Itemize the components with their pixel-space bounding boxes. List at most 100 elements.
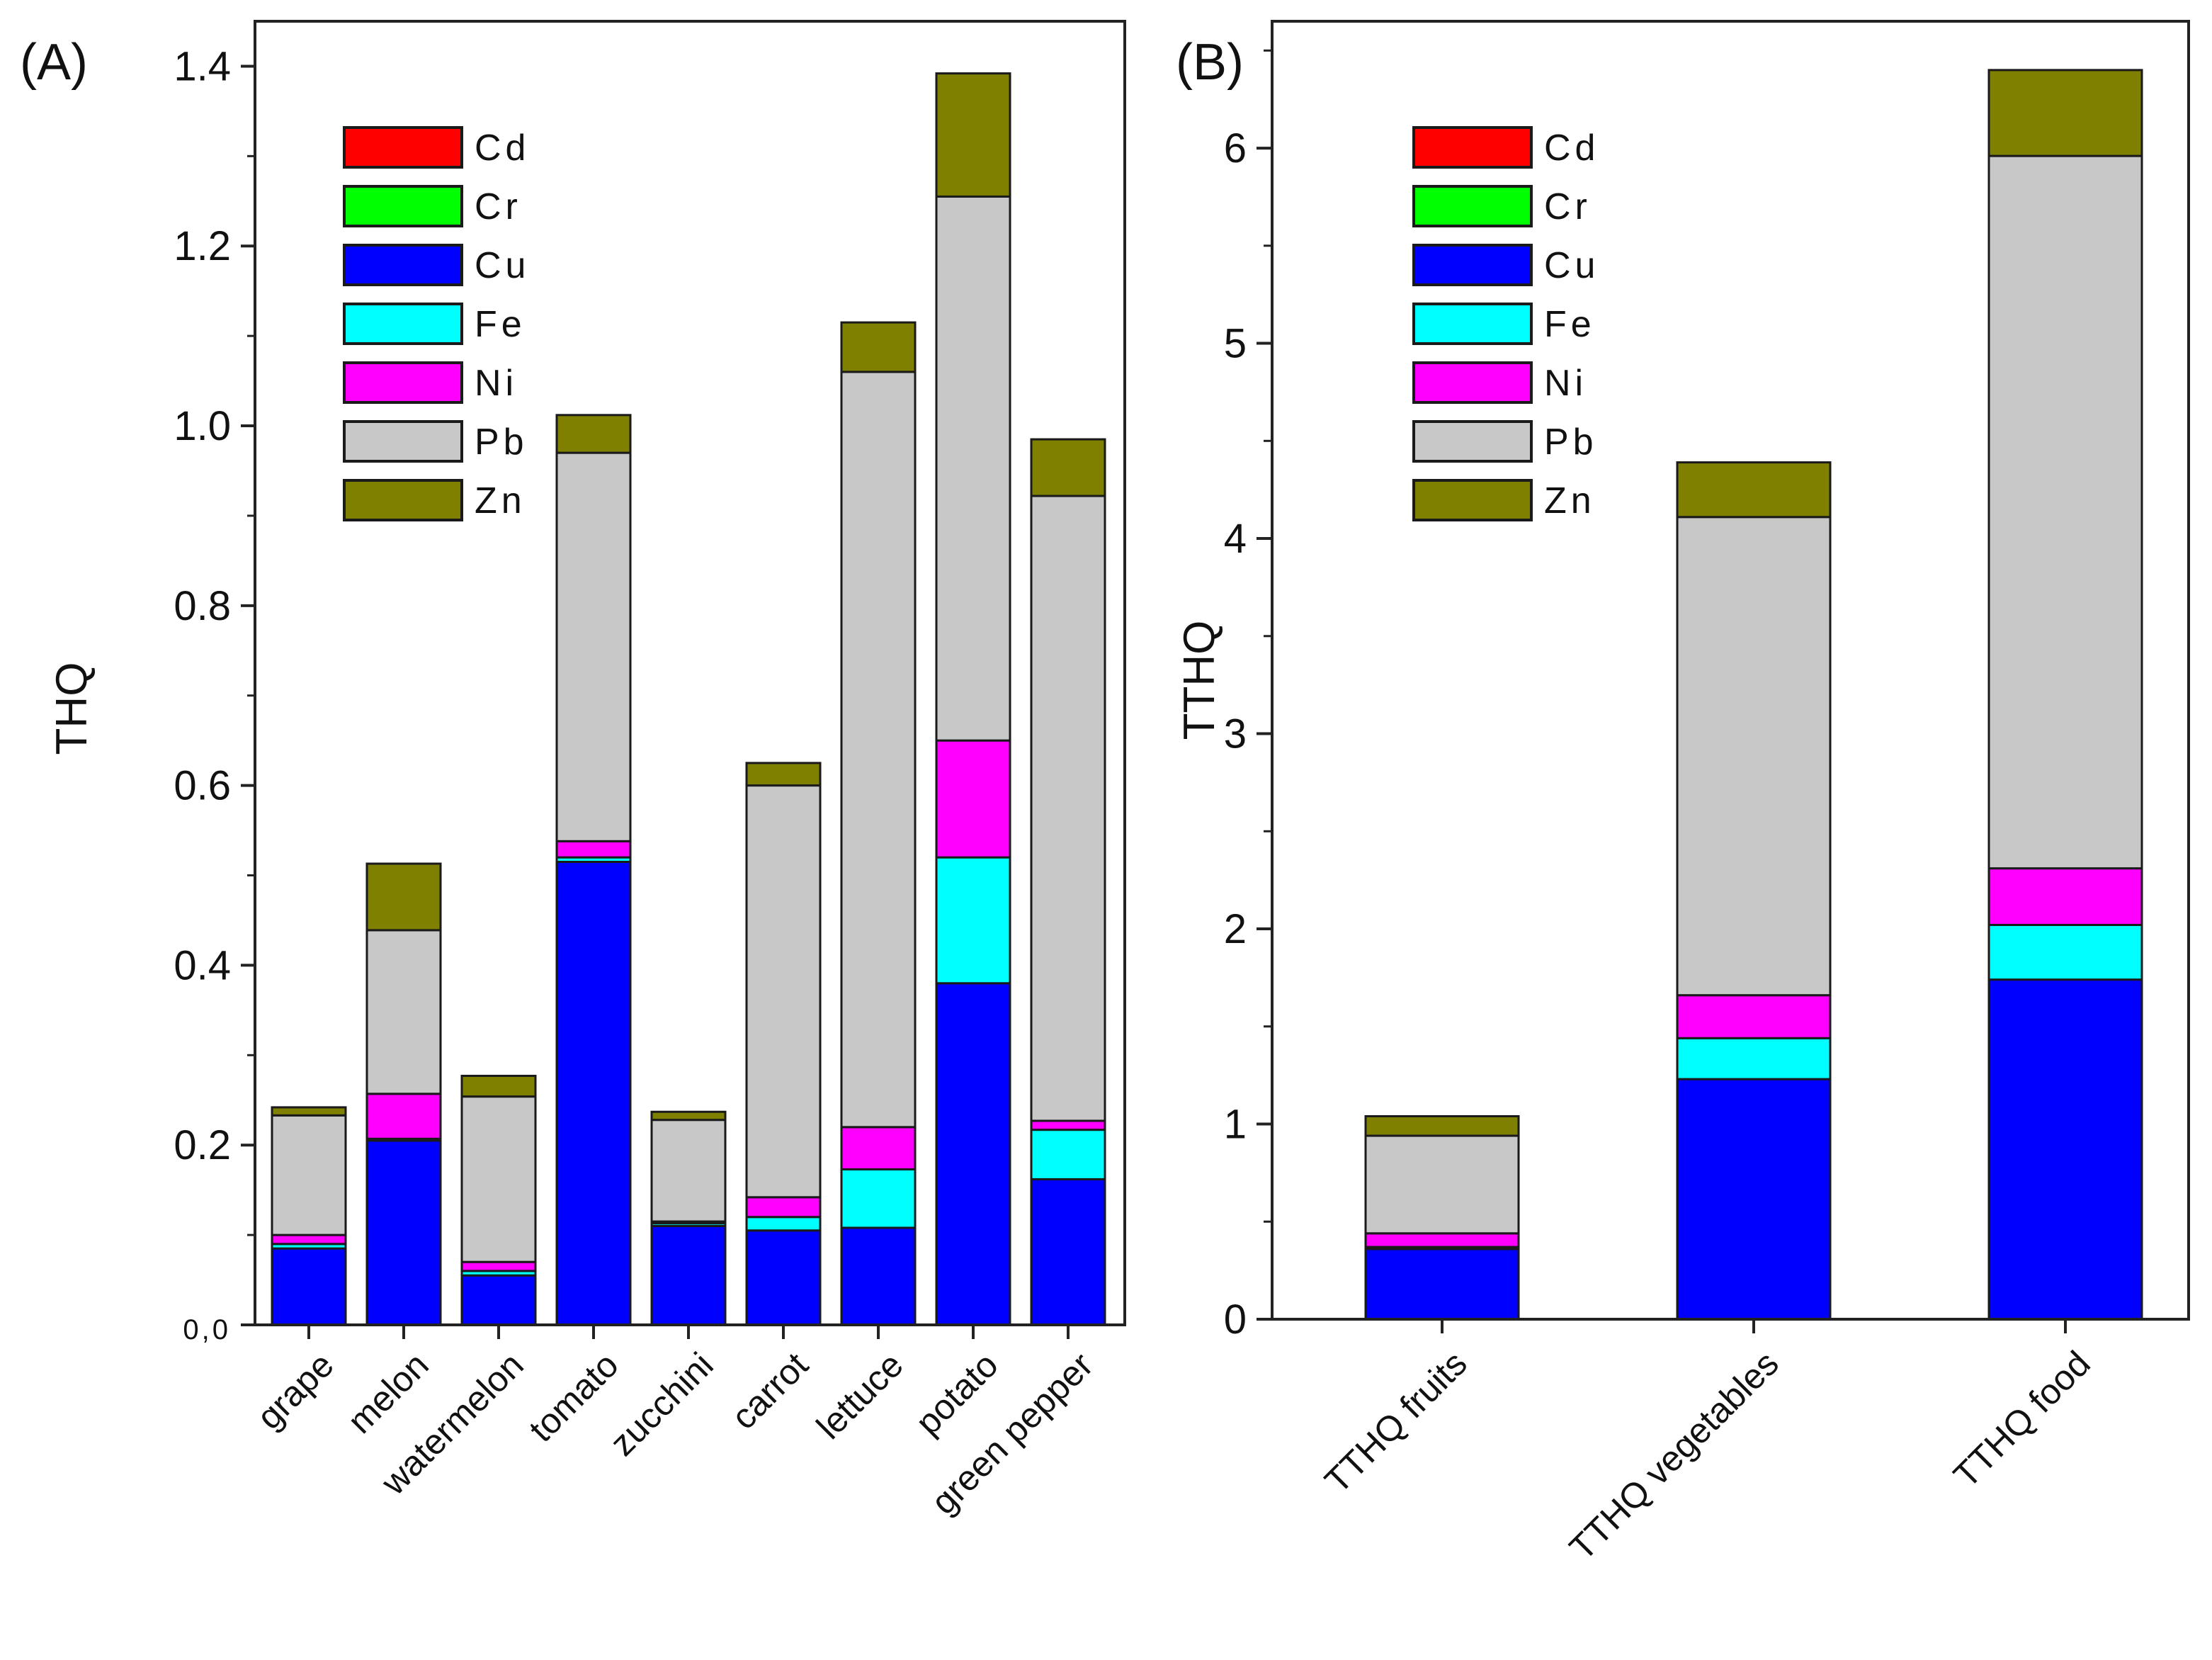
bar-segment-ni-tthq-vegetables	[1676, 994, 1832, 1039]
bars-b	[1364, 69, 2143, 1321]
bars-a	[271, 72, 1106, 1326]
bar-segment-pb-grape	[271, 1114, 347, 1236]
bar-segment-zn-melon	[365, 862, 442, 932]
panel-label-a: (A)	[20, 34, 88, 91]
bar-segment-ni-melon	[365, 1092, 442, 1140]
bar-segment-cu-watermelon	[460, 1274, 537, 1326]
y-tick-label: 4	[1224, 516, 1247, 562]
legend-swatch-zn	[1412, 479, 1533, 521]
legend-swatch-cr	[343, 185, 463, 227]
bar-segment-zn-carrot	[745, 762, 822, 787]
bar-segment-fe-green-pepper	[1030, 1129, 1106, 1180]
bar-segment-ni-green-pepper	[1030, 1119, 1106, 1131]
bar-segment-pb-tthq-food	[1987, 154, 2143, 870]
bar-segment-pb-tthq-vegetables	[1676, 516, 1832, 997]
legend-swatch-ni	[1412, 361, 1533, 404]
legend-label-zn: Zn	[1544, 480, 1596, 521]
legend-swatch-cu	[1412, 244, 1533, 286]
bar-segment-ni-tomato	[555, 840, 632, 859]
legend-label-fe: Fe	[475, 304, 526, 345]
legend-label-pb: Pb	[1544, 422, 1598, 463]
bar-segment-cu-melon	[365, 1139, 442, 1326]
legend-label-cr: Cr	[475, 186, 522, 227]
plot-frame-b	[1271, 20, 2190, 1321]
y-tick-label: 1	[1224, 1102, 1247, 1148]
bar-segment-pb-zucchini	[650, 1119, 727, 1223]
bar-segment-cu-potato	[935, 982, 1011, 1326]
legend-label-cu: Cu	[1544, 245, 1599, 286]
legend-swatch-cd	[1412, 126, 1533, 169]
bar-segment-cu-tthq-fruits	[1364, 1248, 1520, 1321]
legend-a: Cd Cr Cu Fe Ni Pb Zn	[343, 126, 530, 521]
y-axis-title-b: TTHQ	[1175, 621, 1224, 740]
legend-label-ni: Ni	[1544, 363, 1587, 404]
bar-segment-fe-carrot	[745, 1216, 822, 1232]
y-axis-title-a: THQ	[47, 662, 96, 755]
bar-segment-pb-tthq-fruits	[1364, 1134, 1520, 1235]
legend-swatch-cu	[343, 244, 463, 286]
bar-segment-zn-zucchini	[650, 1110, 727, 1122]
bar-segment-ni-carrot	[745, 1196, 822, 1219]
y-tick-label: 0.6	[174, 763, 231, 809]
y-axis-a: 0,0 0.2 0.4 0.6 0.8 1.0 1.2 1.4	[174, 43, 255, 1345]
y-tick-label: 0.2	[174, 1122, 231, 1168]
y-tick-label: 1.4	[174, 43, 231, 89]
bar-segment-cu-tthq-food	[1987, 978, 2143, 1321]
bar-segment-cu-tomato	[555, 860, 632, 1326]
bar-segment-pb-green-pepper	[1030, 495, 1106, 1122]
legend-label-pb: Pb	[475, 422, 528, 463]
bar-segment-pb-carrot	[745, 784, 822, 1199]
bar-segment-pb-lettuce	[840, 371, 917, 1129]
y-axis-b: 0 1 2 3 4 5 6	[1224, 49, 1272, 1343]
bar-segment-ni-potato	[935, 739, 1011, 859]
bar-segment-zn-potato	[935, 72, 1011, 198]
legend-label-cr: Cr	[1544, 186, 1592, 227]
bar-segment-cu-lettuce	[840, 1226, 917, 1326]
bar-segment-ni-tthq-food	[1987, 867, 2143, 927]
bar-segment-cu-tthq-vegetables	[1676, 1078, 1832, 1321]
bar-segment-cu-grape	[271, 1247, 347, 1326]
legend-swatch-cr	[1412, 185, 1533, 227]
bar-segment-zn-tthq-food	[1987, 69, 2143, 157]
legend-label-ni: Ni	[475, 363, 518, 404]
bar-segment-cu-green-pepper	[1030, 1178, 1106, 1326]
legend-label-cd: Cd	[475, 128, 530, 169]
bar-segment-zn-green-pepper	[1030, 438, 1106, 497]
bar-segment-zn-tthq-vegetables	[1676, 461, 1832, 519]
bar-segment-zn-tthq-fruits	[1364, 1114, 1520, 1137]
legend-swatch-fe	[343, 303, 463, 345]
bar-segment-fe-potato	[935, 856, 1011, 985]
plot-frame-a	[254, 20, 1126, 1326]
bar-segment-fe-lettuce	[840, 1168, 917, 1229]
bar-segment-fe-tthq-food	[1987, 924, 2143, 981]
legend-label-cu: Cu	[475, 245, 530, 286]
bar-segment-ni-tthq-fruits	[1364, 1232, 1520, 1248]
bar-segment-zn-lettuce	[840, 321, 917, 373]
legend-label-fe: Fe	[1544, 304, 1596, 345]
y-tick-label: 0	[1224, 1297, 1247, 1343]
y-tick-label: 1.0	[174, 403, 231, 449]
legend-swatch-ni	[343, 361, 463, 404]
y-tick-label: 0,0	[183, 1314, 231, 1345]
bar-segment-pb-potato	[935, 195, 1011, 742]
bar-segment-zn-grape	[271, 1106, 347, 1117]
legend-swatch-pb	[1412, 420, 1533, 463]
y-tick-label: 5	[1224, 321, 1247, 367]
bar-segment-cu-carrot	[745, 1229, 822, 1326]
y-tick-label: 0.4	[174, 942, 231, 988]
bar-segment-cu-zucchini	[650, 1224, 727, 1326]
y-tick-label: 3	[1224, 711, 1247, 757]
legend-b: Cd Cr Cu Fe Ni Pb Zn	[1412, 126, 1599, 521]
bar-segment-ni-watermelon	[460, 1260, 537, 1272]
legend-swatch-pb	[343, 420, 463, 463]
legend-swatch-zn	[343, 479, 463, 521]
bar-segment-pb-tomato	[555, 451, 632, 842]
y-tick-label: 6	[1224, 125, 1247, 171]
panel-label-b: (B)	[1176, 34, 1244, 91]
legend-swatch-fe	[1412, 303, 1533, 345]
legend-swatch-cd	[343, 126, 463, 169]
bar-segment-zn-watermelon	[460, 1074, 537, 1098]
y-tick-label: 0.8	[174, 583, 231, 629]
y-tick-label: 1.2	[174, 223, 231, 269]
